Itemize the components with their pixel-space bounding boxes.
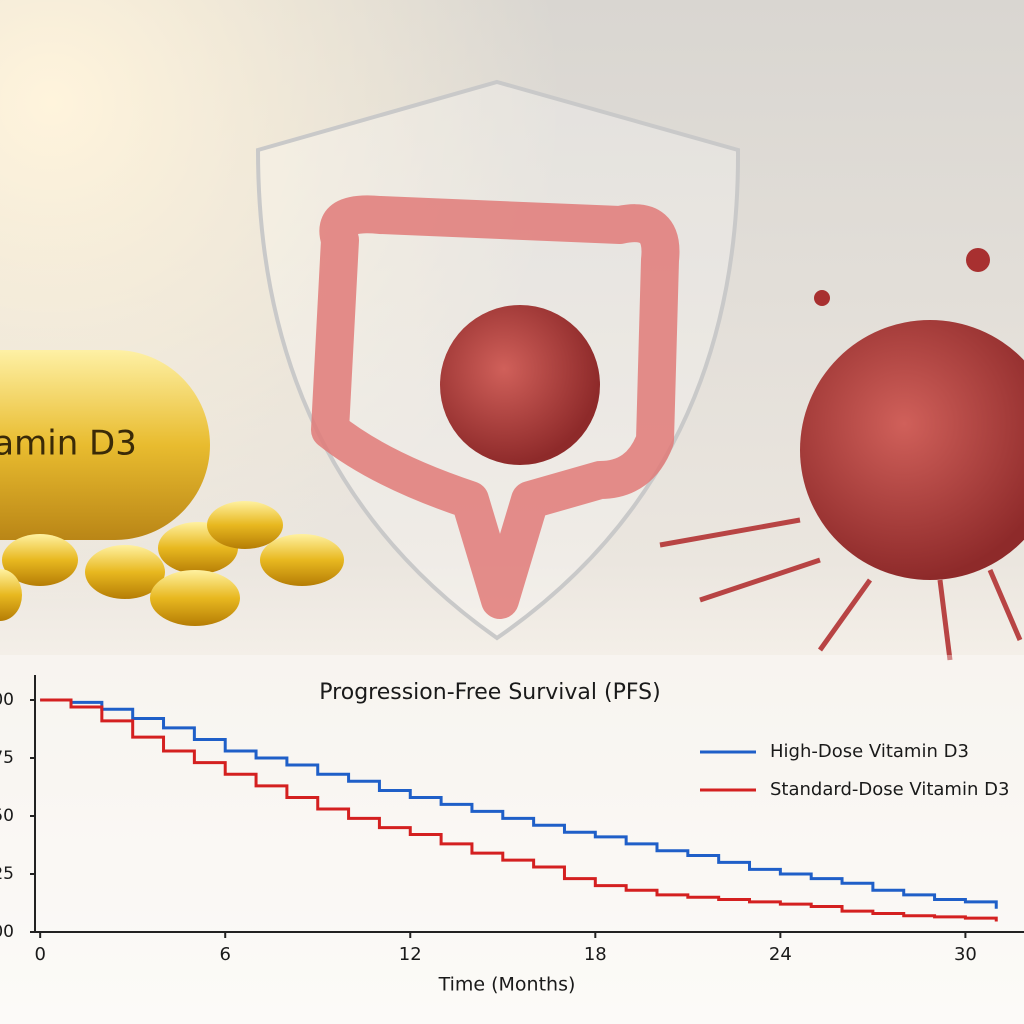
legend-label: Standard-Dose Vitamin D3 <box>770 779 1009 800</box>
capsule: Vitamin D3 <box>0 350 344 626</box>
x-axis-label: Time (Months) <box>438 974 576 996</box>
capsule-label: Vitamin D3 <box>0 424 137 464</box>
y-tick-label: 0.50 <box>0 806 14 826</box>
chart-title: Progression-Free Survival (PFS) <box>319 680 660 705</box>
y-tick-label: 0.75 <box>0 748 14 768</box>
x-tick-label: 0 <box>34 944 45 965</box>
x-tick-label: 30 <box>954 944 977 965</box>
x-tick-label: 6 <box>219 944 230 965</box>
survival-curve <box>40 698 998 909</box>
x-tick-label: 12 <box>399 944 422 965</box>
tumor <box>659 248 1024 661</box>
x-tick-label: 24 <box>769 944 792 965</box>
x-tick-label: 18 <box>584 944 607 965</box>
chart-panel <box>0 655 1024 1024</box>
survival-curve <box>40 698 998 922</box>
y-tick-label: 0.25 <box>0 864 14 884</box>
legend-label: High-Dose Vitamin D3 <box>770 741 969 762</box>
shield <box>255 79 741 641</box>
y-tick-label: 0.00 <box>0 922 14 942</box>
y-tick-label: 1.00 <box>0 690 14 710</box>
